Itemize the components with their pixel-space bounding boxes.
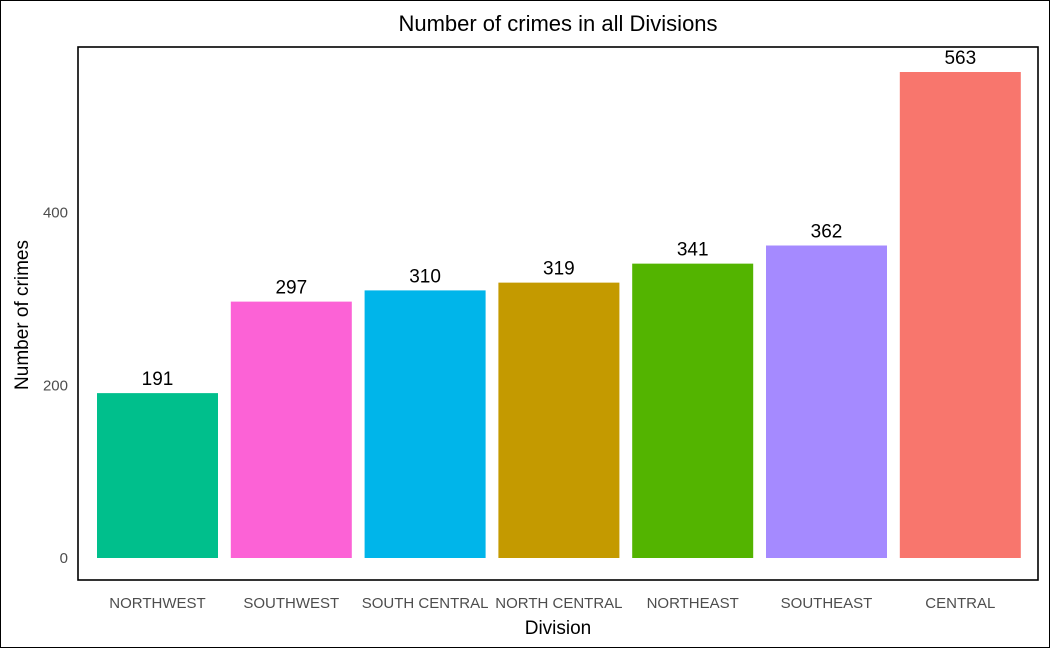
bar-value-label: 191 — [142, 369, 174, 390]
bars-group — [97, 72, 1021, 558]
x-tick-label: NORTHEAST — [647, 595, 739, 612]
x-tick-label: SOUTHEAST — [781, 595, 873, 612]
y-axis-title: Number of crimes — [12, 240, 33, 390]
bar-value-label: 310 — [409, 266, 441, 287]
chart-title: Number of crimes in all Divisions — [398, 11, 717, 36]
x-tick-label: NORTH CENTRAL — [495, 595, 622, 612]
bar-value-label: 362 — [811, 222, 843, 243]
x-tick-label: SOUTH CENTRAL — [362, 595, 489, 612]
bar-value-label: 297 — [275, 278, 307, 299]
x-tick-label: SOUTHWEST — [243, 595, 339, 612]
bar — [230, 301, 352, 558]
bar — [766, 245, 887, 558]
bar — [498, 282, 620, 558]
x-axis-title: Division — [525, 618, 592, 639]
bar-value-label: 563 — [944, 48, 976, 69]
bar — [632, 263, 754, 558]
x-axis-ticks: NORTHWEST SOUTHWEST SOUTH CENTRAL NORTH CEN… — [109, 595, 995, 612]
y-tick-label: 400 — [43, 205, 68, 222]
y-axis-ticks: 0 200 400 — [43, 205, 68, 567]
bar — [899, 72, 1021, 558]
data-labels-group: 191 297 310 319 341 362 563 — [142, 48, 977, 390]
bar — [364, 290, 486, 558]
x-tick-label: CENTRAL — [925, 595, 995, 612]
bar-value-label: 319 — [543, 259, 575, 280]
x-tick-label: NORTHWEST — [109, 595, 205, 612]
y-tick-label: 0 — [60, 550, 68, 567]
bar-value-label: 341 — [677, 240, 709, 261]
y-tick-label: 200 — [43, 377, 68, 394]
plot-panel-border — [77, 46, 1039, 581]
bar — [97, 393, 218, 558]
